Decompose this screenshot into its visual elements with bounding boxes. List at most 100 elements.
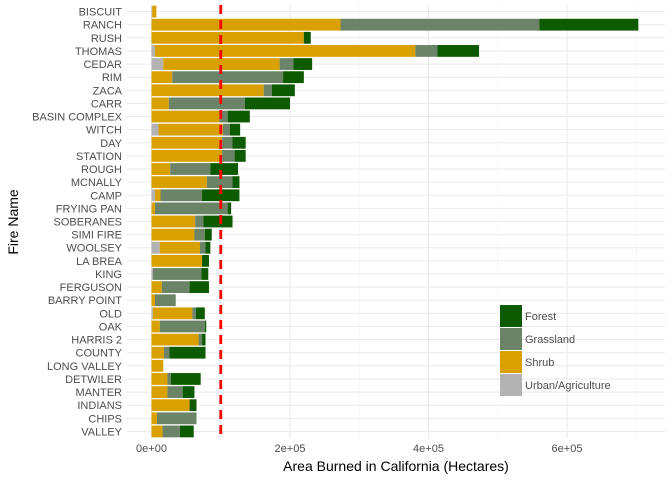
y-tick-label: ZACA bbox=[93, 85, 123, 97]
bar-segment-shrub bbox=[151, 294, 155, 307]
bar-segment-grassland bbox=[198, 333, 203, 346]
y-tick-label: OLD bbox=[99, 308, 122, 320]
x-tick-label: 2e+05 bbox=[275, 443, 306, 455]
y-tick-label: THOMAS bbox=[75, 46, 122, 58]
y-tick-label: ROUGH bbox=[81, 164, 122, 176]
bar-segment-forest bbox=[202, 333, 206, 346]
bar-segment-grassland bbox=[154, 202, 228, 215]
bar-segment-forest bbox=[204, 320, 207, 333]
legend-label: Shrub bbox=[525, 357, 554, 369]
bar-segment-grassland bbox=[222, 136, 233, 149]
bar-segment-shrub bbox=[152, 5, 157, 18]
bar-segment-shrub bbox=[151, 18, 341, 31]
bar-segment-shrub bbox=[158, 123, 223, 136]
legend-key bbox=[500, 351, 522, 373]
bar-segment-shrub bbox=[151, 346, 164, 359]
bar-segment-shrub bbox=[151, 176, 207, 189]
y-tick-label: CARR bbox=[91, 98, 122, 110]
y-tick-label: FERGUSON bbox=[60, 282, 122, 294]
bar-segment-shrub bbox=[151, 110, 220, 123]
bar-segment-forest bbox=[244, 97, 290, 110]
bar-segment-grassland bbox=[195, 215, 204, 228]
bar-segment-forest bbox=[232, 136, 246, 149]
bar-segment-forest bbox=[234, 149, 246, 162]
legend-key bbox=[500, 305, 522, 327]
bar-segment-forest bbox=[303, 31, 311, 44]
bar-segment-grassland bbox=[159, 320, 205, 333]
bar-segment-shrub bbox=[151, 412, 158, 425]
bar-segment-grassland bbox=[167, 373, 171, 385]
bar-segment-urban-agriculture bbox=[151, 268, 153, 280]
bar-segment-grassland bbox=[263, 84, 272, 97]
bar-segment-forest bbox=[189, 399, 197, 412]
y-tick-label: KING bbox=[95, 269, 122, 281]
legend-label: Urban/Agriculture bbox=[525, 380, 611, 392]
bar-segment-forest bbox=[205, 241, 211, 254]
bar-segment-forest bbox=[189, 281, 209, 294]
bar-segment-forest bbox=[271, 84, 295, 97]
y-tick-label: RIM bbox=[102, 72, 122, 84]
y-axis-title: Fire Name bbox=[5, 189, 21, 255]
bar-segment-grassland bbox=[162, 425, 180, 438]
y-tick-label: HARRIS 2 bbox=[71, 335, 122, 347]
bar-segment-forest bbox=[203, 215, 233, 228]
y-tick-label: RUSH bbox=[91, 33, 122, 45]
bar-segment-forest bbox=[232, 176, 240, 189]
bar-segment-forest bbox=[539, 18, 639, 31]
bar-segment-shrub bbox=[151, 163, 171, 175]
bar-segment-grassland bbox=[199, 241, 206, 254]
bar-segment-grassland bbox=[172, 71, 284, 84]
bar-segment-forest bbox=[210, 163, 239, 175]
bar-segment-grassland bbox=[340, 18, 540, 31]
y-tick-label: LONG VALLEY bbox=[47, 361, 123, 373]
bar-segment-shrub bbox=[154, 45, 416, 57]
bar-segment-urban-agriculture bbox=[151, 307, 153, 320]
bar-segment-grassland bbox=[219, 110, 228, 123]
bar-segment-grassland bbox=[222, 123, 230, 136]
bar-segment-shrub bbox=[151, 425, 163, 438]
bar-segment-shrub bbox=[152, 307, 193, 320]
bar-segment-forest bbox=[179, 425, 194, 438]
bar-segment-shrub bbox=[151, 254, 203, 267]
y-tick-label: MCNALLY bbox=[71, 177, 123, 189]
bar-segment-forest bbox=[293, 58, 313, 70]
bar-segment-forest bbox=[227, 202, 232, 215]
bar-segment-urban-agriculture bbox=[151, 241, 160, 254]
bar-segment-shrub bbox=[151, 399, 190, 412]
bar-segment-shrub bbox=[151, 215, 196, 228]
bar-segment-grassland bbox=[279, 58, 294, 70]
bar-segment-grassland bbox=[167, 386, 183, 398]
legend-key bbox=[500, 328, 522, 350]
bar-segment-grassland bbox=[194, 228, 205, 241]
bar-segment-grassland bbox=[163, 346, 170, 359]
bar-segment-grassland bbox=[154, 294, 176, 307]
bar-segment-forest bbox=[229, 123, 241, 136]
bar-segment-shrub bbox=[151, 359, 164, 372]
bar-segment-forest bbox=[283, 71, 304, 84]
y-tick-label: VALLEY bbox=[81, 426, 122, 438]
bar-segment-shrub bbox=[151, 84, 264, 97]
bar-segment-grassland bbox=[157, 412, 197, 425]
bar-segment-shrub bbox=[151, 202, 155, 215]
bar-segment-grassland bbox=[415, 45, 438, 57]
bar-segment-urban-agriculture bbox=[151, 45, 155, 57]
bar-segment-forest bbox=[202, 189, 240, 202]
bar-segment-forest bbox=[195, 307, 205, 320]
bar-segment-forest bbox=[169, 346, 206, 359]
bar-segment-grassland bbox=[192, 307, 196, 320]
legend-label: Forest bbox=[525, 311, 556, 323]
bar-segment-urban-agriculture bbox=[151, 58, 164, 70]
y-tick-label: BARRY POINT bbox=[48, 295, 122, 307]
bar-segment-grassland bbox=[160, 189, 203, 202]
y-tick-label: WITCH bbox=[86, 125, 122, 137]
bar-segment-forest bbox=[170, 373, 201, 385]
bar-segment-shrub bbox=[151, 136, 223, 149]
x-tick-label: 4e+05 bbox=[413, 443, 444, 455]
y-tick-label: COUNTY bbox=[76, 348, 123, 360]
bar-segment-forest bbox=[201, 268, 209, 280]
bar-segment-shrub bbox=[151, 373, 168, 385]
y-tick-label: DAY bbox=[100, 138, 122, 150]
bar-segment-grassland bbox=[170, 163, 211, 175]
